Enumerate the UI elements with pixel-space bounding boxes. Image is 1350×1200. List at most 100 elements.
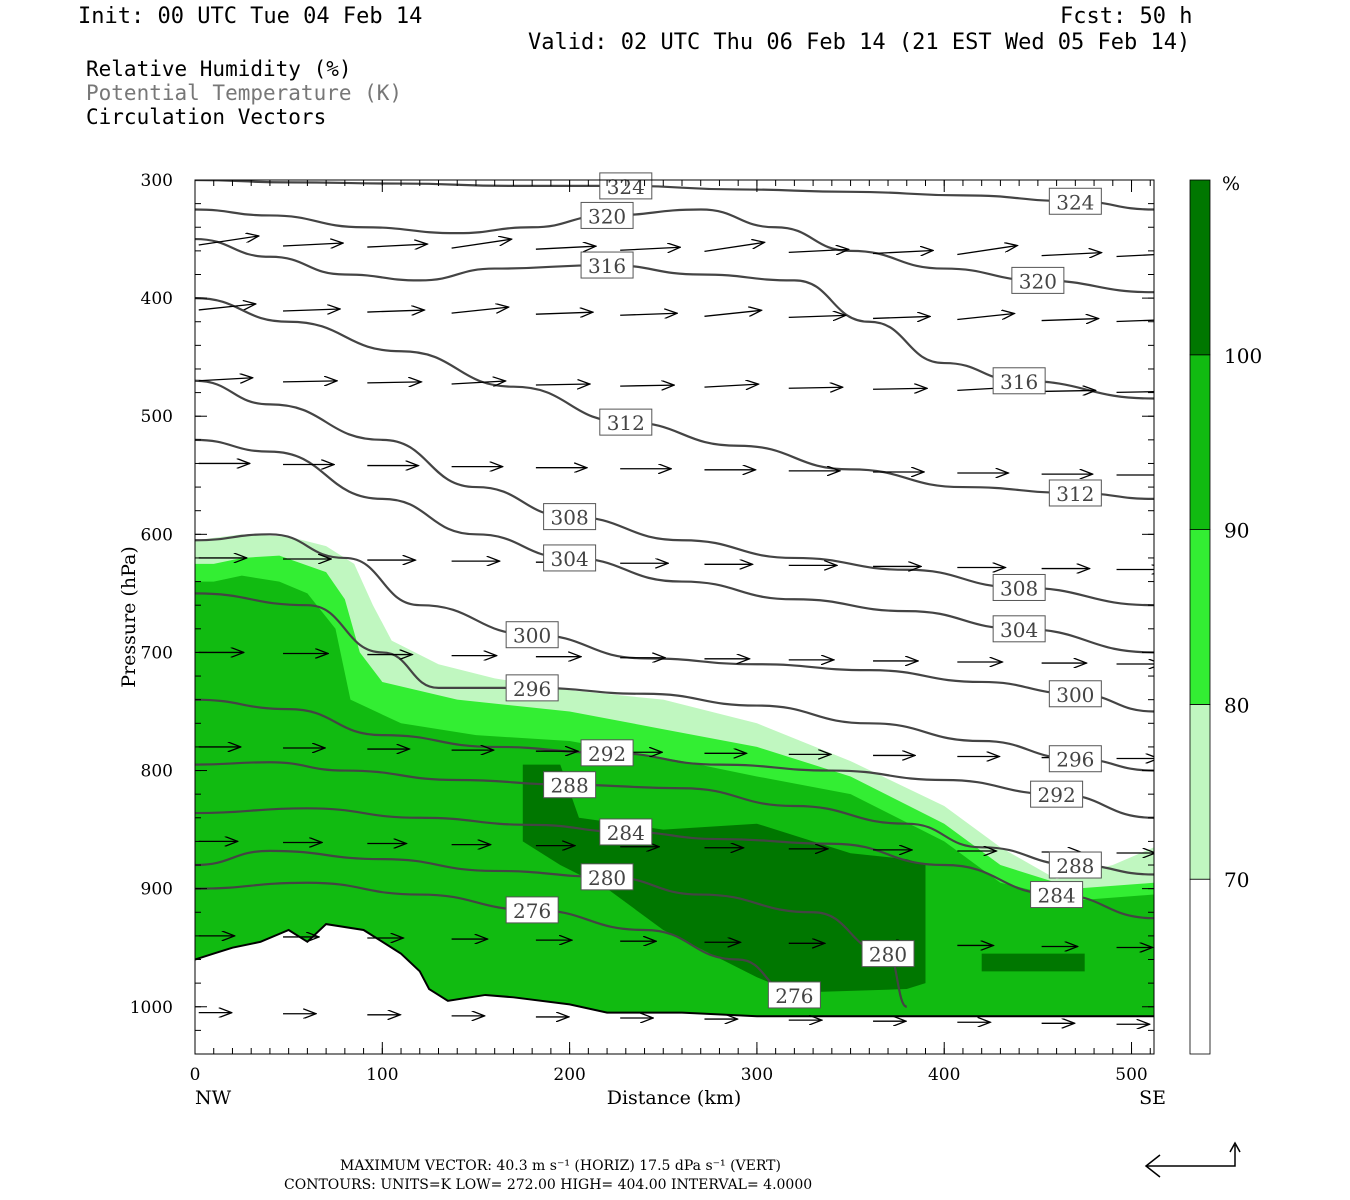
x-tick-label: 500	[1115, 1065, 1147, 1085]
circulation-vector	[704, 242, 764, 252]
contour-label-308: 308	[992, 573, 1046, 601]
x-axis-label: Distance (km)	[607, 1087, 742, 1109]
colorbar-unit: %	[1222, 173, 1240, 195]
circulation-vector	[535, 384, 590, 385]
x-tick-label: 0	[190, 1065, 201, 1085]
contour-label-316: 316	[992, 367, 1046, 395]
svg-text:296: 296	[513, 677, 551, 701]
theta-contour-284	[195, 807, 1154, 920]
y-axis-label: Pressure (hPa)	[118, 546, 140, 688]
circulation-vector	[957, 313, 1014, 321]
svg-text:288: 288	[551, 774, 589, 798]
contour-label-300: 300	[1048, 680, 1102, 708]
rh-band-100-110	[522, 764, 926, 993]
contour-label-308: 308	[543, 503, 597, 531]
plot-frame	[194, 179, 1155, 1055]
theta-contour-316	[195, 237, 1154, 400]
contour-label-300: 300	[505, 621, 559, 649]
y-tick-label: 400	[141, 289, 173, 309]
legend-vectors: Circulation Vectors	[86, 105, 327, 129]
circulation-vector	[1116, 391, 1154, 394]
svg-text:292: 292	[1038, 783, 1076, 807]
svg-text:280: 280	[588, 866, 626, 890]
circulation-vector	[788, 315, 846, 317]
circulation-vector	[198, 378, 253, 381]
contour-label-280: 280	[580, 863, 634, 891]
colorbar-label: 100	[1224, 344, 1262, 368]
theta-contour-320	[195, 208, 1154, 294]
contour-label-292: 292	[580, 739, 634, 767]
colorbar-label: 80	[1224, 693, 1249, 717]
legend-theta: Potential Temperature (K)	[86, 81, 403, 105]
circulation-vector	[367, 244, 427, 247]
contour-label-296: 296	[505, 674, 559, 702]
y-tick-label: 300	[141, 171, 173, 191]
circulation-vector	[788, 387, 843, 388]
contour-label-304: 304	[543, 544, 597, 572]
contour-label-288: 288	[1048, 851, 1102, 879]
contour-info-note: CONTOURS: UNITS=K LOW= 272.00 HIGH= 404.…	[284, 1177, 813, 1193]
contour-label-288: 288	[543, 771, 597, 799]
theta-contour-308	[195, 379, 1154, 607]
svg-text:316: 316	[588, 254, 626, 278]
contour-label-276: 276	[767, 981, 821, 1009]
svg-text:308: 308	[1000, 576, 1038, 600]
circulation-vector	[873, 388, 927, 389]
svg-text:296: 296	[1056, 748, 1094, 772]
svg-text:288: 288	[1056, 854, 1094, 878]
circulation-vector	[1041, 319, 1099, 321]
forecast-hour-label: Fcst: 50 h	[1060, 4, 1193, 29]
svg-text:280: 280	[869, 943, 907, 967]
circulation-vector	[1041, 390, 1096, 391]
colorbar-segment	[1189, 878, 1211, 1055]
colorbar-label: 70	[1224, 868, 1249, 892]
theta-contour-288	[195, 761, 1154, 876]
max-vector-note: MAXIMUM VECTOR: 40.3 m s⁻¹ (HORIZ) 17.5 …	[340, 1158, 781, 1174]
svg-text:324: 324	[607, 175, 645, 199]
svg-text:312: 312	[1056, 482, 1094, 506]
contour-label-284: 284	[1030, 881, 1084, 909]
colorbar-segment	[1189, 704, 1211, 880]
contour-label-296: 296	[1048, 745, 1102, 773]
y-tick-label: 900	[141, 880, 173, 900]
contour-label-324: 324	[599, 172, 653, 200]
x-tick-label: 400	[928, 1065, 960, 1085]
contour-label-312: 312	[1048, 479, 1102, 507]
rh-band-100-patch	[981, 953, 1085, 972]
contour-label-324: 324	[1048, 187, 1102, 215]
circulation-vector	[283, 309, 340, 311]
contour-label-276: 276	[505, 896, 559, 924]
x-tick-label: 300	[741, 1065, 773, 1085]
theta-contour-312	[195, 297, 1154, 500]
contour-label-292: 292	[1030, 780, 1084, 808]
svg-text:324: 324	[1056, 190, 1094, 214]
theta-contour-304	[195, 438, 1154, 654]
svg-text:304: 304	[551, 547, 589, 571]
svg-text:320: 320	[1019, 269, 1057, 293]
svg-text:304: 304	[1000, 618, 1038, 642]
svg-text:292: 292	[588, 742, 626, 766]
x-tick-label: 100	[366, 1065, 398, 1085]
svg-text:276: 276	[775, 984, 813, 1008]
colorbar-label: 90	[1224, 519, 1249, 543]
svg-text:284: 284	[607, 821, 645, 845]
contour-label-280: 280	[861, 940, 915, 968]
circulation-vector	[1041, 253, 1102, 256]
colorbar-segment	[1189, 354, 1211, 530]
contour-label-320: 320	[580, 201, 634, 229]
contour-label-316: 316	[580, 251, 634, 279]
x-tick-label: 200	[553, 1065, 585, 1085]
y-tick-label: 600	[141, 525, 173, 545]
circulation-vector	[957, 246, 1017, 256]
circulation-vector	[788, 249, 849, 252]
legend-rh: Relative Humidity (%)	[86, 57, 352, 81]
circulation-vector	[704, 310, 761, 317]
valid-time-label: Valid: 02 UTC Thu 06 Feb 14 (21 EST Wed …	[528, 30, 1191, 55]
svg-text:300: 300	[1056, 683, 1094, 707]
circulation-vector	[535, 312, 593, 314]
circulation-vector	[704, 384, 758, 387]
svg-text:300: 300	[513, 624, 551, 648]
circulation-vector	[198, 304, 256, 311]
circulation-vector	[620, 247, 680, 250]
